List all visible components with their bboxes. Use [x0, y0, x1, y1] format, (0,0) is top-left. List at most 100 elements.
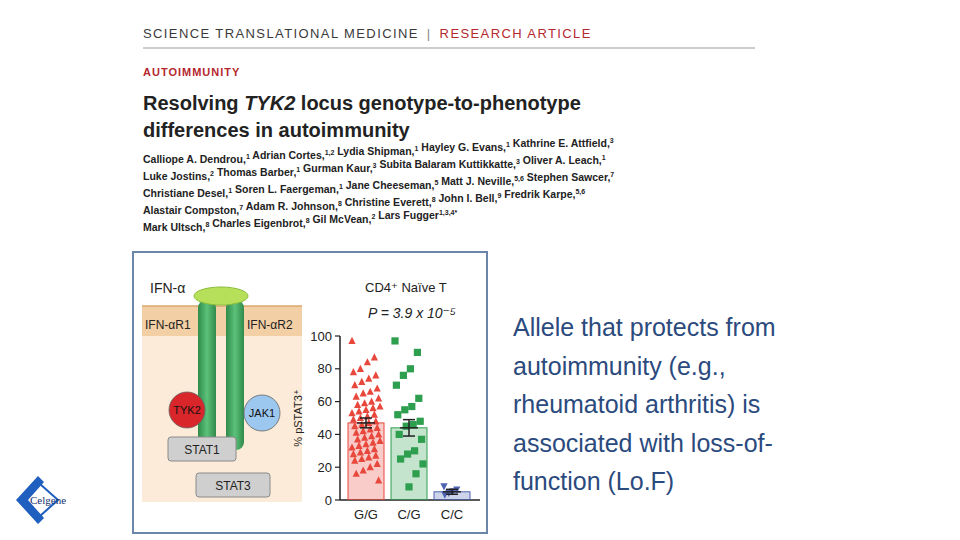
author-affiliation: 1 — [602, 154, 606, 161]
data-point — [350, 450, 357, 457]
data-point — [374, 424, 381, 431]
receptor — [226, 300, 244, 450]
data-point — [368, 432, 375, 439]
data-point — [367, 425, 374, 432]
author-name: Hayley G. Evans, — [418, 141, 506, 153]
data-point — [371, 445, 378, 452]
author-name: Oliver A. Leach, — [520, 154, 602, 166]
plot-area — [348, 337, 470, 500]
data-point — [350, 416, 357, 423]
caption-line: Allele that protects from — [513, 313, 776, 341]
data-point — [410, 421, 417, 428]
data-point — [375, 430, 382, 437]
author-name: Jane Cheeseman, — [343, 179, 435, 191]
author-name: Adam R. Johnson, — [243, 200, 338, 212]
data-point — [396, 431, 403, 438]
data-point — [391, 337, 398, 344]
data-point — [418, 436, 425, 443]
background — [0, 0, 960, 540]
y-tick — [335, 467, 340, 468]
logo-text: Celgene — [30, 494, 66, 506]
data-point — [353, 429, 360, 436]
journal-name: SCIENCE TRANSLATIONAL MEDICINE — [143, 26, 419, 41]
error-cap — [446, 494, 458, 496]
data-point — [362, 406, 369, 413]
p-value: P = 3.9 x 10⁻⁵ — [368, 305, 456, 321]
y-tick-label: 0 — [325, 493, 332, 508]
y-tick-label: 20 — [318, 460, 332, 475]
data-point — [364, 358, 371, 365]
data-point — [412, 470, 419, 477]
author-name: Stephen Sawcer, — [524, 171, 610, 183]
journal-header: SCIENCE TRANSLATIONAL MEDICINE|RESEARCH … — [143, 26, 592, 41]
author-name: John I. Bell, — [436, 192, 498, 204]
data-point — [372, 452, 379, 459]
data-point — [397, 455, 404, 462]
membrane — [142, 306, 302, 336]
error-cap — [403, 435, 415, 437]
data-point — [355, 442, 362, 449]
error-bar — [357, 418, 375, 428]
data-point — [407, 365, 414, 372]
author-name: Adrian Cortes, — [250, 149, 325, 161]
data-point — [374, 460, 381, 467]
author-name: Fredrik Karpe, — [501, 188, 575, 200]
data-point — [358, 420, 365, 427]
author-name: Thomas Barber, — [214, 166, 296, 178]
bar — [348, 423, 384, 500]
author-affiliation: 7 — [610, 171, 614, 178]
author-name: Christiane Desel, — [143, 187, 228, 199]
data-point — [371, 411, 378, 418]
error-cap — [446, 489, 458, 491]
y-tick — [335, 401, 340, 402]
data-point — [351, 457, 358, 464]
cytoplasm — [142, 306, 302, 502]
stat-label: STAT3 — [215, 479, 251, 493]
data-point — [372, 371, 379, 378]
ligand-label: IFN-α — [150, 280, 185, 296]
title-segment: TYK2 — [244, 92, 295, 114]
data-point — [408, 403, 415, 410]
title-segment: differences in autoimmunity — [143, 119, 411, 141]
data-point — [367, 388, 374, 395]
author-name: Calliope A. Dendrou, — [143, 153, 246, 165]
y-tick-label: 60 — [318, 394, 332, 409]
author-name: Alastair Compston, — [143, 204, 239, 216]
author-name: Christine Everett, — [342, 196, 432, 208]
author-name: Subita Balaram Kuttikkatte, — [376, 158, 516, 170]
data-point — [360, 466, 367, 473]
author-affiliation: 1,3,4* — [439, 209, 458, 217]
error-cap — [403, 419, 415, 421]
ligand — [194, 287, 248, 305]
data-point — [376, 402, 383, 409]
receptor-label: IFN-αR1 — [145, 318, 191, 332]
receptor-label: IFN-αR2 — [247, 318, 293, 332]
kinase-label: JAK1 — [249, 407, 275, 419]
logo: Celgene — [16, 476, 66, 524]
separator: | — [427, 26, 432, 41]
y-tick — [335, 434, 340, 435]
data-point — [361, 434, 368, 441]
data-point — [367, 463, 374, 470]
author-name: Luke Jostins, — [143, 170, 210, 182]
y-tick — [335, 499, 340, 500]
bar — [391, 428, 427, 500]
data-point — [355, 407, 362, 414]
stat-protein — [168, 437, 236, 461]
figure-frame — [133, 252, 487, 533]
x-tick-label: C/G — [397, 507, 420, 522]
stat-protein — [196, 473, 270, 497]
author-name: Kathrine E. Attfield, — [510, 137, 610, 149]
y-tick-label: 80 — [318, 361, 332, 376]
chart-title: CD4⁺ Naïve T — [365, 280, 447, 295]
header-rule — [143, 48, 755, 49]
mean-line — [357, 422, 375, 424]
author-name: Soren L. Faergeman, — [232, 183, 339, 195]
data-point — [374, 384, 381, 391]
slide: SCIENCE TRANSLATIONAL MEDICINE|RESEARCH … — [0, 0, 960, 540]
data-point — [411, 447, 418, 454]
data-point — [401, 406, 408, 413]
mean-line — [400, 427, 418, 429]
data-point — [357, 448, 364, 455]
author-line: Alastair Compston,7 Adam R. Johnson,8 Ch… — [143, 188, 585, 216]
